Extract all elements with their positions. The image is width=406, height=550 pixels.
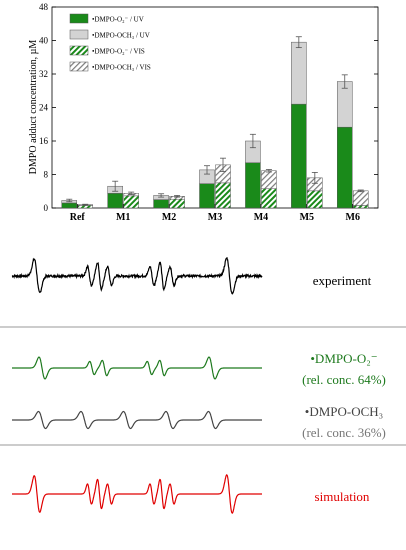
y-tick-label: 0: [44, 203, 49, 213]
x-tick-label-m1: M1: [116, 212, 130, 223]
bar-m2-uv-0: [153, 199, 169, 209]
legend-swatch-1: [69, 29, 89, 40]
y-axis-label: DMPO adduct concentration, µM: [28, 40, 39, 175]
bar-m5-uv-1: [291, 41, 307, 105]
bar-ref-uv-0: [61, 202, 78, 209]
legend-label-0: •DMPO-O₂⁻ / UV: [92, 16, 144, 24]
x-tick-label-m2: M2: [162, 212, 176, 223]
bar-m4-vis-3: [261, 170, 277, 189]
legend-swatch-0: [69, 13, 89, 24]
bar-m2-vis-2: [169, 198, 185, 209]
dmpo-o2-label: •DMPO-O₂⁻: [310, 351, 377, 366]
dmpo-o2-spectrum: [12, 356, 262, 380]
bar-ref-vis-2: [77, 205, 94, 209]
dmpo-och3-spectrum: [12, 410, 262, 430]
bar-m4-uv-0: [245, 162, 261, 209]
bar-m5-vis-2: [307, 190, 323, 209]
experiment-spectrum: [11, 257, 263, 295]
bar-m1-vis-2: [123, 195, 139, 209]
legend-label-3: •DMPO-OCH₃ / VIS: [92, 64, 151, 72]
x-tick-label-m3: M3: [208, 212, 222, 223]
legend-swatch-2: [69, 45, 89, 56]
y-tick-label: 24: [39, 103, 49, 113]
legend-label-2: •DMPO-O₂⁻ / VIS: [92, 48, 145, 56]
dmpo-och3-label: •DMPO-OCH₃: [305, 404, 383, 419]
y-tick-label: 32: [39, 69, 48, 79]
x-tick-label-m6: M6: [346, 212, 360, 223]
legend-label-1: •DMPO-OCH₃ / UV: [92, 32, 150, 40]
bar-m1-uv-0: [107, 193, 123, 209]
dmpo-o2-conc: (rel. conc. 64%): [302, 372, 386, 387]
bar-m6-vis-2: [352, 205, 369, 209]
x-tick-label-m4: M4: [254, 212, 268, 223]
bar-m3-vis-2: [215, 182, 231, 209]
x-tick-label-ref: Ref: [70, 212, 86, 223]
y-tick-label: 16: [39, 136, 49, 146]
bar-chart: DMPO adduct concentration, µM 0 8 16 24 32 40…: [28, 2, 379, 223]
simulation-label: simulation: [315, 489, 370, 504]
dmpo-och3-conc: (rel. conc. 36%): [302, 425, 386, 440]
y-tick-label: 48: [39, 2, 49, 12]
experiment-label: experiment: [313, 273, 372, 288]
bar-m3-uv-0: [199, 183, 215, 209]
y-tick-label: 8: [44, 170, 49, 180]
y-axis: 0 8 16 24 32 40 48: [39, 2, 378, 213]
bars: [61, 36, 369, 209]
spectra-panel: experiment •DMPO-O₂⁻ (rel. conc. 64%) •D…: [0, 257, 406, 514]
legend-swatch-3: [69, 61, 89, 72]
bar-m6-vis-3: [352, 190, 369, 206]
bar-m4-vis-2: [261, 188, 277, 209]
simulation-spectrum: [12, 474, 262, 514]
x-axis: Ref M1 M2 M3 M4 M5 M6: [70, 204, 360, 223]
bar-m5-uv-0: [291, 103, 307, 209]
y-tick-label: 40: [39, 36, 49, 46]
legend: •DMPO-O₂⁻ / UV •DMPO-OCH₃ / UV •DMPO-O₂⁻ /…: [69, 13, 151, 72]
bar-m6-uv-0: [336, 126, 353, 209]
x-tick-label-m5: M5: [300, 212, 314, 223]
